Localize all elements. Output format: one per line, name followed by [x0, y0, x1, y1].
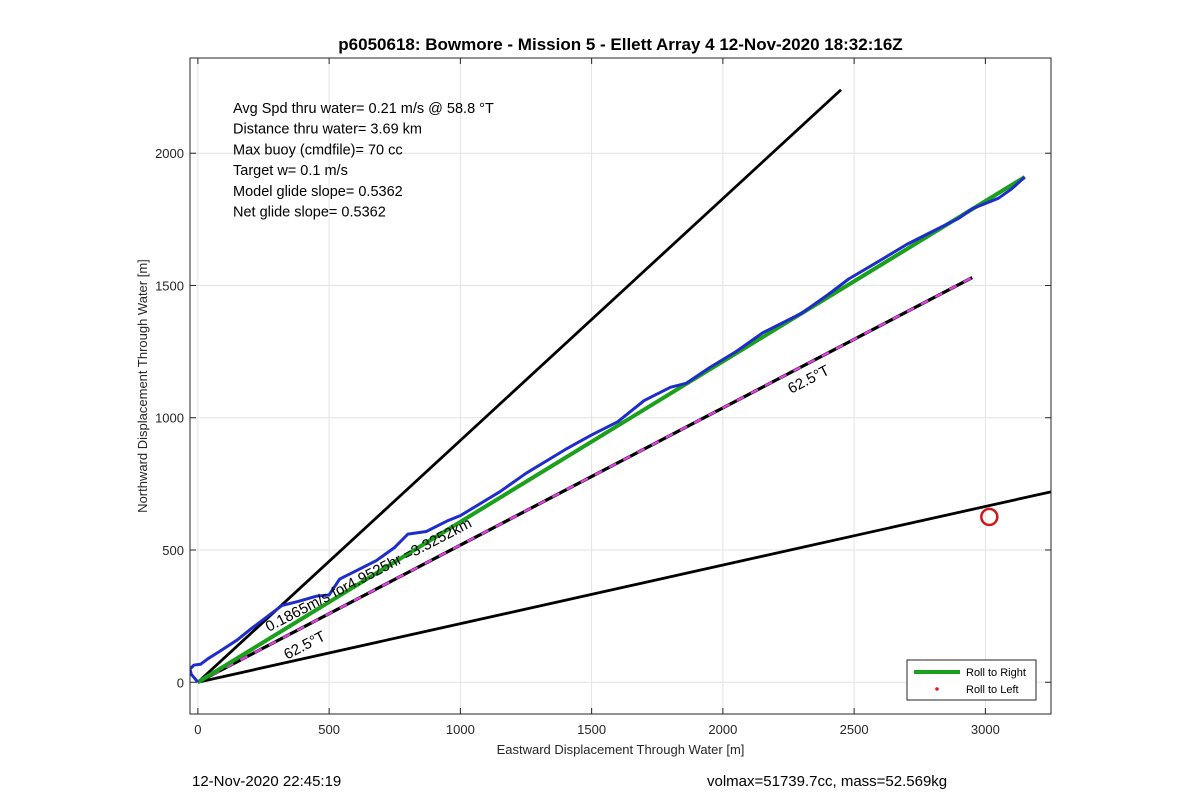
footer-timestamp: 12-Nov-2020 22:45:19 [192, 773, 342, 790]
reference-line-0 [196, 88, 842, 684]
y-tick-label: 1000 [155, 411, 184, 426]
legend-label-roll-right: Roll to Right [966, 667, 1026, 679]
info-line: Model glide slope= 0.5362 [233, 184, 403, 200]
x-tick-label: 500 [318, 722, 340, 737]
legend-marker-roll-left [935, 687, 939, 691]
legend-label-roll-left: Roll to Left [966, 684, 1019, 696]
footer-info: volmax=51739.7cc, mass=52.569kg [707, 773, 948, 790]
y-tick-label: 1500 [155, 278, 184, 293]
legend-box [906, 659, 1037, 701]
x-tick-label: 1000 [446, 722, 475, 737]
x-tick-label: 1500 [577, 722, 606, 737]
legend: Roll to Right Roll to Left [906, 659, 1037, 701]
axes-box [189, 57, 1052, 715]
target-marker [980, 507, 999, 527]
track-line [190, 175, 1026, 684]
y-tick-label: 500 [162, 543, 184, 558]
plot-area [190, 58, 1051, 714]
y-axis-label: Northward Displacement Through Water [m] [135, 259, 150, 513]
series-line-0 [196, 175, 1026, 684]
reference-line-1 [197, 490, 1051, 684]
x-tick-label: 2500 [840, 722, 869, 737]
x-axis-label: Eastward Displacement Through Water [m] [497, 742, 745, 757]
info-line: Max buoy (cmdfile)= 70 cc [233, 142, 403, 158]
info-line: Target w= 0.1 m/s [233, 163, 348, 179]
y-tick-label: 0 [177, 675, 184, 690]
info-line: Net glide slope= 0.5362 [233, 205, 386, 221]
chart-title: p6050618: Bowmore - Mission 5 - Ellett A… [338, 35, 902, 54]
x-tick-label: 0 [194, 722, 201, 737]
info-line: Avg Spd thru water= 0.21 m/s @ 58.8 °T [233, 101, 494, 117]
y-tick-label: 2000 [155, 146, 184, 161]
info-line: Distance thru water= 3.69 km [233, 122, 422, 138]
reference-line-dashed-overlay [197, 276, 973, 684]
x-tick-label: 2000 [708, 722, 737, 737]
x-tick-label: 3000 [971, 722, 1000, 737]
